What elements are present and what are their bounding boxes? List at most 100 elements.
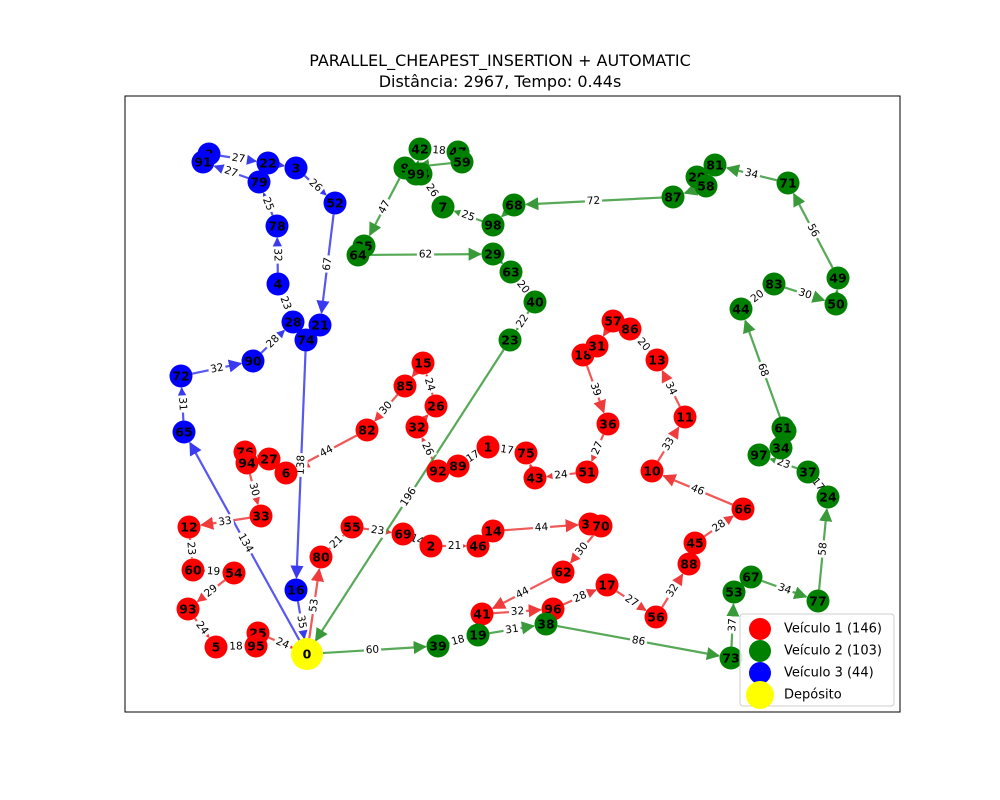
nodes-layer: 0125610111213141517182526273031323336414… (169, 137, 850, 670)
node-label-80: 80 (312, 550, 330, 565)
legend-swatch-0 (749, 618, 771, 640)
node-label-69: 69 (394, 527, 411, 542)
edge-weight-bg (620, 590, 643, 612)
edge-weight-bg (207, 360, 227, 377)
customer-node-36 (596, 412, 620, 436)
edge-weight-text: 23 (775, 456, 792, 472)
node-label-13: 13 (648, 353, 665, 368)
edge-weight-bg (175, 395, 190, 413)
legend-label-0: Veículo 1 (146) (784, 622, 882, 637)
customer-node-99 (404, 162, 428, 186)
node-label-82: 82 (358, 423, 375, 438)
edge-weight-bg (502, 621, 522, 638)
legend-box (739, 613, 895, 707)
legend-label-2: Veículo 3 (44) (784, 666, 874, 681)
edge-weight-16-0: 35 (293, 612, 310, 632)
edge-weight-bg (229, 150, 248, 167)
edge-weight-17-56: 27 (620, 590, 643, 612)
edge-weight-text: 34 (663, 380, 680, 398)
customer-node-45 (683, 531, 707, 555)
customer-node-67 (739, 565, 763, 589)
customer-node-77 (806, 589, 830, 613)
edge-weight-bg (315, 441, 338, 462)
edge-weight-bg (532, 520, 551, 535)
node-label-4: 4 (274, 277, 283, 292)
edge-weight-text: 25 (260, 196, 276, 213)
edge-weight-text: 25 (460, 208, 477, 224)
edge-weight-bg (270, 246, 285, 264)
edge-weight-text: 39 (588, 381, 604, 398)
customer-node-6 (274, 461, 298, 485)
node-label-33: 33 (252, 509, 269, 524)
customer-node-92 (426, 459, 450, 483)
customer-node-68 (502, 193, 526, 217)
edge-weight-text: 27 (223, 164, 240, 180)
edge-weight-52-21: 67 (319, 254, 336, 274)
customer-node-64 (346, 243, 370, 267)
edge-weight-bg (304, 174, 327, 197)
edge-weight-text: 60 (365, 644, 379, 657)
node-label-66: 66 (734, 502, 752, 517)
edge-weight-4-78: 32 (270, 246, 285, 264)
customer-node-1 (476, 435, 500, 459)
edge-weight-55-69: 23 (368, 522, 387, 539)
edge-weight-text: 62 (419, 248, 432, 260)
edge-weight-bg (447, 631, 469, 650)
edge-weight-bg (445, 539, 464, 553)
edge-weight-text: 72 (587, 195, 601, 208)
node-label-78: 78 (268, 219, 285, 234)
customer-node-49 (826, 266, 850, 290)
legend-label-3: Depósito (784, 688, 842, 703)
node-label-87: 87 (664, 190, 681, 205)
edge-weight-text: 67 (321, 257, 335, 272)
edge-weight-13-86: 20 (632, 333, 655, 356)
node-label-74: 74 (297, 333, 315, 348)
customer-node-51 (575, 460, 599, 484)
edge-weight-48-44: 68 (753, 359, 773, 381)
edge-weight-0-80: 53 (306, 596, 322, 615)
edge-weight-text: 138 (295, 455, 308, 476)
edge-weight-bg (420, 374, 439, 395)
node-label-16: 16 (287, 583, 305, 598)
edge-weight-bg (234, 529, 257, 557)
edge-weight-bg (753, 359, 773, 381)
edge-weight-text: 27 (231, 152, 246, 166)
edge-weight-92-32: 26 (417, 438, 438, 460)
edge-weight-63-40: 20 (512, 276, 534, 298)
edge-weight-text: 37 (726, 618, 739, 632)
customer-node-74 (294, 328, 318, 352)
edge-weight-text: 24 (422, 376, 437, 393)
node-label-59: 59 (453, 155, 470, 170)
customer-node-27 (257, 447, 281, 471)
node-label-43: 43 (526, 471, 543, 486)
route-edge-58-87 (683, 183, 699, 196)
node-label-96: 96 (544, 602, 562, 617)
edge-weight-text: 23 (184, 541, 197, 555)
node-label-51: 51 (578, 465, 595, 480)
edge-weight-18-36: 39 (586, 379, 605, 400)
node-label-9: 9 (401, 161, 410, 176)
node-label-12: 12 (180, 520, 197, 535)
node-label-58: 58 (697, 179, 714, 194)
edge-weight-71-81: 34 (741, 165, 762, 183)
customer-node-16 (284, 578, 308, 602)
customer-node-95 (244, 634, 268, 658)
edge-weight-text: 19 (206, 565, 220, 578)
node-label-71: 71 (779, 176, 796, 191)
edge-weight-text: 68 (755, 362, 771, 379)
customer-node-37 (796, 460, 820, 484)
node-label-5: 5 (212, 640, 221, 655)
edge-weight-bg (374, 196, 395, 218)
customer-node-69 (391, 522, 415, 546)
node-label-53: 53 (725, 585, 742, 600)
customer-node-94 (235, 451, 259, 475)
edge-weight-text: 34 (776, 581, 793, 597)
node-label-38: 38 (537, 617, 554, 632)
customer-node-46 (466, 534, 490, 558)
node-label-88: 88 (680, 557, 697, 572)
node-label-46: 46 (469, 539, 487, 554)
node-label-57: 57 (604, 314, 621, 329)
edge-weight-bg (227, 639, 245, 654)
legend-swatch-1 (749, 640, 771, 662)
customer-node-60 (181, 558, 205, 582)
